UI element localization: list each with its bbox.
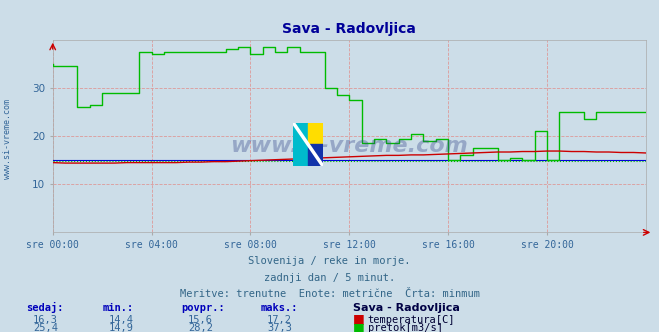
Text: 14,4: 14,4 (109, 315, 134, 325)
Text: 15,6: 15,6 (188, 315, 213, 325)
Text: sedaj:: sedaj: (26, 302, 64, 313)
Text: Slovenija / reke in morje.: Slovenija / reke in morje. (248, 256, 411, 266)
Text: Sava - Radovljica: Sava - Radovljica (353, 303, 459, 313)
Bar (308, 144, 323, 166)
Text: ■: ■ (353, 321, 364, 332)
Text: zadnji dan / 5 minut.: zadnji dan / 5 minut. (264, 273, 395, 283)
Text: 16,3: 16,3 (33, 315, 58, 325)
Text: temperatura[C]: temperatura[C] (368, 315, 455, 325)
Text: 17,2: 17,2 (267, 315, 292, 325)
Text: 14,9: 14,9 (109, 323, 134, 332)
Text: Meritve: trenutne  Enote: metrične  Črta: minmum: Meritve: trenutne Enote: metrične Črta: … (179, 289, 480, 299)
Text: ■: ■ (353, 312, 364, 325)
Bar (293, 123, 308, 166)
Text: pretok[m3/s]: pretok[m3/s] (368, 323, 443, 332)
Text: 28,2: 28,2 (188, 323, 213, 332)
Text: min.:: min.: (102, 303, 133, 313)
Title: Sava - Radovljica: Sava - Radovljica (282, 22, 416, 36)
Text: 25,4: 25,4 (33, 323, 58, 332)
Text: 37,3: 37,3 (267, 323, 292, 332)
Text: maks.:: maks.: (260, 303, 298, 313)
Text: povpr.:: povpr.: (181, 303, 225, 313)
Bar (308, 123, 323, 144)
Text: www.si-vreme.com: www.si-vreme.com (231, 136, 468, 156)
Text: www.si-vreme.com: www.si-vreme.com (3, 100, 13, 179)
